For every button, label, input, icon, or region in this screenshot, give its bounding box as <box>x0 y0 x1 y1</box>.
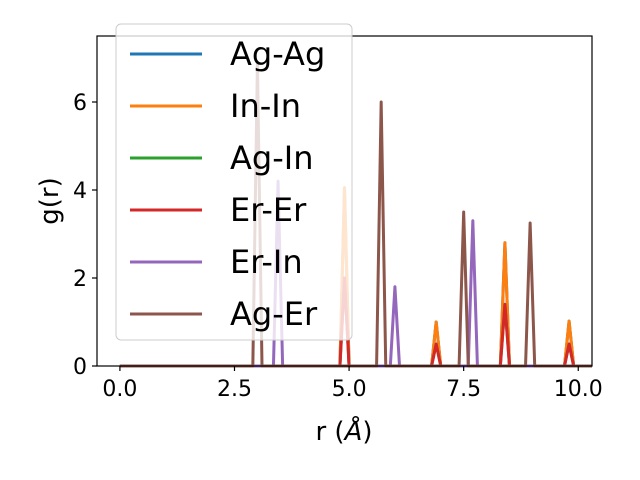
x-tick-label: 0.0 <box>102 377 137 402</box>
legend-label-ag-er: Ag-Er <box>230 295 318 333</box>
y-tick-label: 4 <box>73 179 87 204</box>
x-tick-label: 5.0 <box>332 377 367 402</box>
x-axis-label: r (Å) <box>315 415 372 447</box>
y-tick-label: 0 <box>73 355 87 380</box>
legend-label-ag-in: Ag-In <box>230 139 313 177</box>
legend: Ag-Ag In-In Ag-In Er-Er Er-In Ag-Er <box>115 23 353 341</box>
y-tick-label: 6 <box>73 91 87 116</box>
y-tick-label: 2 <box>73 267 87 292</box>
x-axis-label-unit: Å <box>343 415 363 447</box>
legend-label-er-er: Er-Er <box>230 191 307 229</box>
x-axis-label-end: ) <box>362 417 372 447</box>
x-tick-label: 7.5 <box>446 377 481 402</box>
legend-label-ag-ag: Ag-Ag <box>230 35 325 73</box>
x-tick-label: 10.0 <box>554 377 603 402</box>
axis-ticks: 0.0 2.5 5.0 7.5 10.0 0 2 4 6 <box>73 91 603 402</box>
x-axis-label-base: r ( <box>315 417 344 447</box>
legend-label-in-in: In-In <box>230 87 301 125</box>
legend-label-er-in: Er-In <box>230 243 303 281</box>
y-axis-label: g(r) <box>35 177 65 224</box>
x-tick-label: 2.5 <box>217 377 252 402</box>
